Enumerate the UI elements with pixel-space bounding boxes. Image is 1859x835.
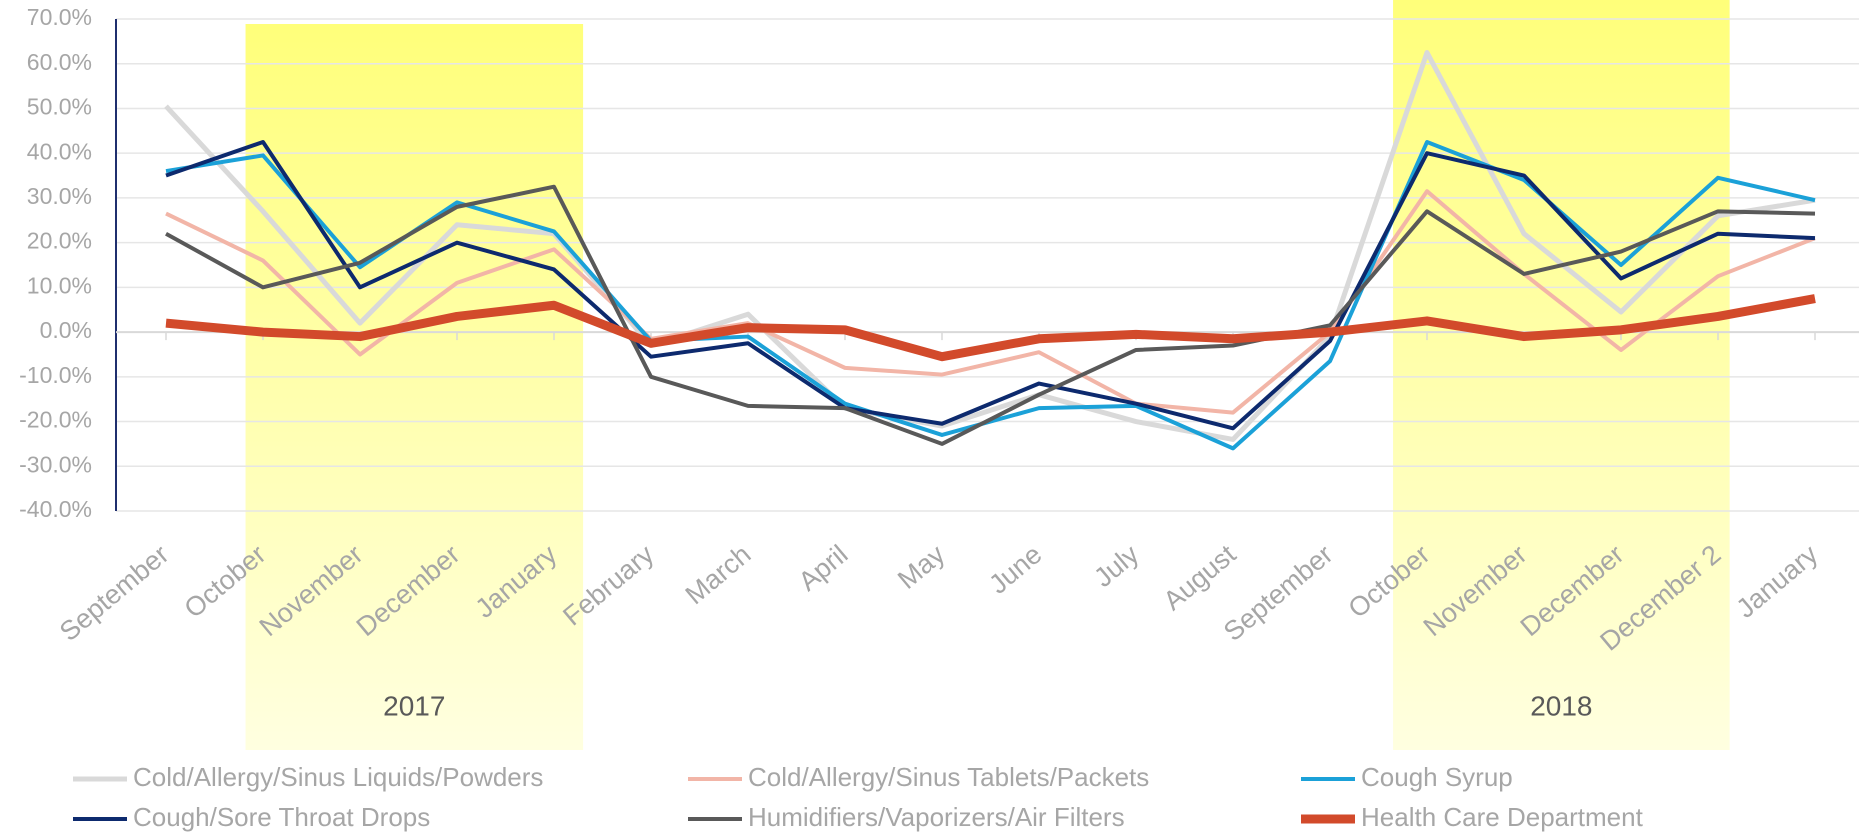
series-line — [164, 50, 1816, 442]
y-tick-label: -30.0% — [19, 451, 92, 477]
x-tick-label: January — [1731, 539, 1824, 624]
y-tick-label: -10.0% — [19, 362, 92, 388]
y-tick-label: -40.0% — [19, 496, 92, 522]
x-tick-label: May — [892, 539, 951, 595]
x-tick-label: March — [680, 539, 757, 610]
legend-label: Cold/Allergy/Sinus Liquids/Powders — [133, 762, 543, 792]
year-label: 2017 — [383, 690, 445, 721]
series-line — [165, 184, 1816, 446]
highlight-band — [1393, 0, 1730, 750]
y-tick-label: 20.0% — [27, 228, 92, 254]
x-tick-label: August — [1158, 539, 1242, 616]
legend-label: Cough Syrup — [1361, 762, 1513, 792]
highlight-band — [245, 24, 584, 750]
y-tick-label: -20.0% — [19, 407, 92, 433]
y-tick-label: 10.0% — [27, 272, 92, 298]
x-tick-label: April — [793, 539, 854, 597]
x-tick-label: September — [1218, 539, 1338, 647]
y-tick-label: 70.0% — [27, 4, 92, 30]
legend-label: Cold/Allergy/Sinus Tablets/Packets — [748, 762, 1149, 792]
x-tick-label: June — [983, 539, 1047, 600]
series-line — [165, 140, 1816, 431]
legend-label: Cough/Sore Throat Drops — [133, 802, 430, 832]
x-tick-label: September — [54, 539, 174, 647]
legend-label: Health Care Department — [1361, 802, 1644, 832]
year-label: 2018 — [1530, 690, 1592, 721]
x-tick-label: July — [1088, 539, 1144, 593]
y-tick-label: 30.0% — [27, 183, 92, 209]
y-tick-label: 0.0% — [40, 317, 92, 343]
legend-label: Humidifiers/Vaporizers/Air Filters — [748, 802, 1125, 832]
series-line — [165, 294, 1816, 362]
y-tick-label: 50.0% — [27, 94, 92, 120]
y-tick-label: 40.0% — [27, 138, 92, 164]
series-line — [165, 189, 1816, 415]
y-tick-label: 60.0% — [27, 49, 92, 75]
